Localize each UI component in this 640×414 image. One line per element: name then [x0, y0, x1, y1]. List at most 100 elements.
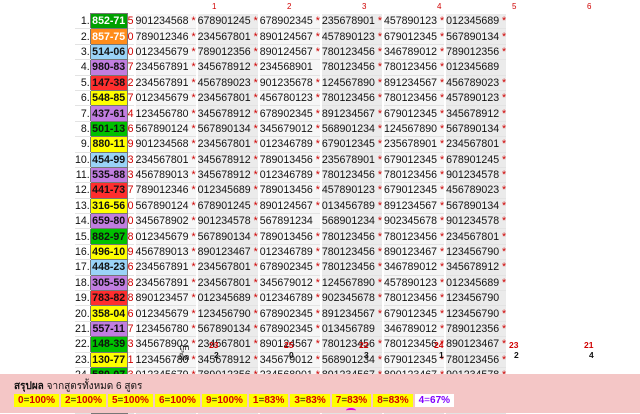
formula-cell: 679012345 * [381, 305, 446, 322]
hit-star-icon: * [499, 323, 507, 335]
formula-digits: 012346789 [259, 292, 313, 305]
table-row: 18. 305-59 8 234567891 * 234567801 * 34567901… [75, 274, 507, 292]
formula-cell: 780123456 * [319, 90, 383, 107]
hit-star-icon: * [437, 169, 445, 182]
summary-badge: 5=100% [107, 394, 153, 407]
badge-equals: = [70, 395, 77, 406]
hit-star-icon: * [499, 338, 507, 351]
formula-cell: 234567891 * [133, 75, 197, 91]
formula-cell: 678902345 * [257, 259, 321, 276]
total-correct: 23 [509, 340, 519, 350]
formula-digits: 678902345 [259, 323, 313, 335]
hit-star-icon: * [374, 107, 382, 120]
fixed-digit: 8 [127, 290, 135, 307]
formula-cell: 012346789 * [257, 290, 321, 307]
hit-star-icon: * [499, 261, 507, 274]
hit-star-icon: * [312, 76, 320, 89]
formula-cell: 124567890 * [381, 121, 446, 138]
formula-digits: 567890134 [446, 30, 500, 43]
formula-digits: 345678912 [197, 169, 251, 182]
hit-star-icon: * [250, 307, 258, 320]
formula-cell: 780123456 * [381, 59, 446, 76]
formula-cell: 012346789 * [257, 244, 321, 261]
badge-digit: 2 [64, 395, 71, 406]
hit-star-icon: * [374, 122, 382, 135]
hit-star-icon: * [312, 153, 320, 166]
formula-digits: 780123456 [321, 45, 375, 58]
formula-cell: 124567890 * [319, 275, 383, 292]
table-row: 20. 358-04 6 012345679 * 123456790 * 67890234… [75, 305, 507, 322]
formula-cell: 123456790 * [444, 244, 507, 261]
formula-cell: 679012345 * [381, 28, 446, 45]
formula-cell: 456789023 * [444, 182, 507, 199]
formula-digits: 567891234 [259, 215, 313, 228]
hit-star-icon: * [312, 307, 320, 320]
decorative-mark [346, 408, 356, 413]
hit-star-icon: * [250, 107, 258, 120]
hit-star-icon: * [188, 338, 196, 351]
hit-star-icon: * [374, 138, 382, 151]
formula-digits: 679012345 [383, 107, 437, 120]
row-index: 14. [75, 213, 91, 230]
formula-cell: 012345679 * [133, 44, 197, 61]
table-row: 2. 857-75 0 789012346 * 234567801 * 890124567… [75, 28, 507, 45]
formula-cell: 567890124 * [133, 198, 197, 215]
badge-equals: = [341, 395, 348, 406]
formula-digits: 012345689 [197, 184, 251, 197]
row-index: 9. [75, 136, 91, 153]
formula-cell: 345678902 * [133, 213, 197, 230]
formula-digits: 234567801 [197, 92, 251, 105]
row-index: 21. [75, 321, 91, 338]
formula-digits: 567890134 [197, 122, 251, 135]
formula-digits: 789013456 [259, 153, 313, 166]
formula-cell: 678902345 * [257, 305, 321, 322]
formula-cell: 902345678 * [381, 213, 446, 230]
badge-equals: = [23, 395, 30, 406]
table-row: 5. 147-38 2 234567891 * 456789023 * 901235678… [75, 74, 507, 91]
hit-star-icon: * [437, 122, 445, 135]
formula-cell: 345678912 * [195, 105, 259, 122]
formula-digits: 235678901 [321, 153, 375, 166]
hit-star-icon: * [250, 215, 258, 228]
hit-star-icon: * [499, 14, 507, 27]
formula-cell: 012345689 * [444, 275, 507, 292]
formula-cell: 123456780 * [133, 105, 197, 122]
hit-star-icon: * [312, 169, 320, 182]
row-index: 23. [75, 352, 91, 368]
formula-digits: 901234578 [197, 215, 251, 228]
hit-star-icon: * [374, 338, 382, 351]
hit-star-icon: * [437, 307, 445, 320]
fixed-digit: 8 [127, 275, 135, 292]
formula-digits: 012345679 [135, 230, 189, 243]
formula-digits: 891234567 [321, 107, 375, 120]
formula-cell: 234567801 * [195, 28, 259, 45]
formula-cell: 345678912 * [195, 352, 259, 368]
totals-label-wrong: ผิด [179, 352, 190, 362]
formula-digits: 012345679 [135, 92, 189, 105]
formula-cell: 457890123 * [319, 28, 383, 45]
formula-cell: 567890134 * [195, 228, 259, 245]
hit-star-icon: * [499, 153, 507, 166]
formula-cell: 345678912 * [195, 152, 259, 168]
row-index: 2. [75, 28, 91, 45]
formula-cell: 234567801 * [195, 336, 259, 353]
formula-digits: 679012345 [383, 353, 437, 366]
formula-digits: 456789013 [135, 246, 189, 259]
formula-cell: 780123456 * [381, 228, 446, 245]
hit-star-icon: * [188, 122, 196, 135]
hit-star-icon: * [374, 199, 382, 212]
formula-cell: 457890123 * [319, 182, 383, 199]
badge-digit: 3 [294, 395, 300, 406]
formula-cell: 780123456 * [381, 90, 446, 107]
hit-star-icon: * [499, 307, 507, 320]
formula-digits: 456789023 [197, 76, 251, 89]
hit-star-icon: * [374, 353, 382, 366]
fixed-digit: 0 [127, 198, 135, 215]
formula-cell: 789012356 * [444, 44, 507, 61]
formula-cell: 234567801 * [195, 259, 259, 276]
hit-star-icon: * [250, 61, 258, 74]
fixed-digit: 7 [127, 182, 135, 199]
badge-digit: 6 [158, 395, 165, 406]
formula-cell: 780123456 * [319, 244, 383, 261]
formula-digits: 235678901 [321, 14, 375, 27]
